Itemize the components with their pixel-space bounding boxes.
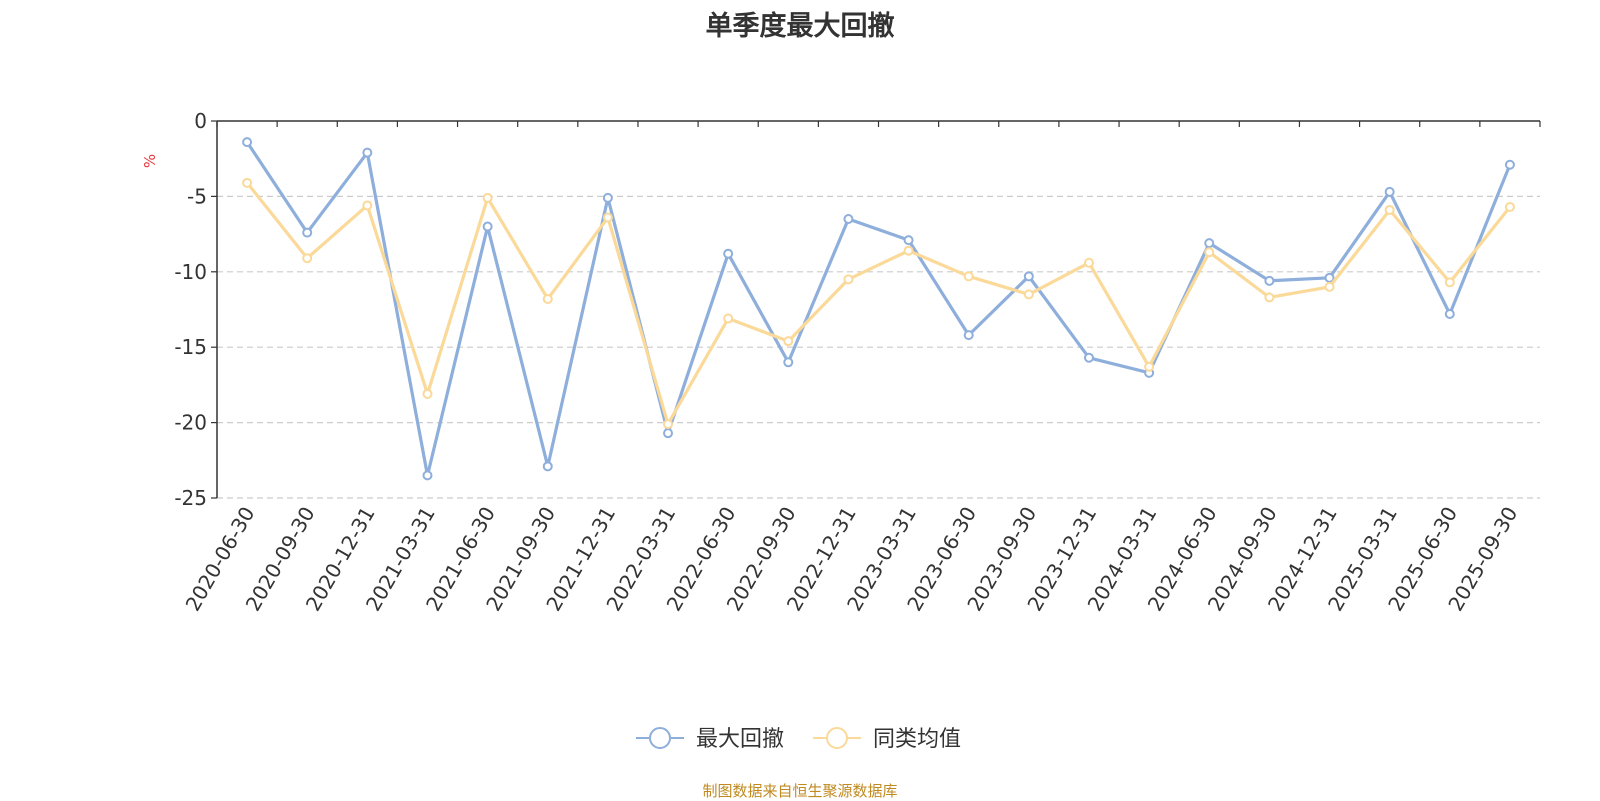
data-point — [1504, 159, 1515, 170]
data-point — [482, 221, 493, 232]
axes — [216, 120, 1540, 498]
y-axis-ticks: 0 -5 -10 -15 -20 -25 — [174, 109, 217, 510]
legend-label: 同类均值 — [873, 727, 961, 752]
line-chart: 0 -5 -10 -15 -20 -25 2020-06-302020-09-302020… — [141, 109, 1541, 752]
data-point — [1264, 292, 1275, 303]
y-tick-label: -15 — [174, 335, 207, 359]
data-point — [422, 388, 433, 399]
data-point — [843, 214, 854, 225]
chart-title: 单季度最大回撤 — [705, 11, 895, 42]
data-point — [362, 147, 373, 158]
data-point — [242, 177, 253, 188]
data-point — [1264, 275, 1275, 286]
data-point — [1204, 247, 1215, 258]
data-point — [903, 235, 914, 246]
data-point — [783, 357, 794, 368]
data-point — [1444, 309, 1455, 320]
data-point — [963, 271, 974, 282]
data-point — [723, 248, 734, 259]
data-point — [723, 313, 734, 324]
data-point — [302, 253, 313, 264]
data-point — [1384, 186, 1395, 197]
data-point — [1144, 361, 1155, 372]
data-point — [1384, 204, 1395, 215]
data-point — [1083, 352, 1094, 363]
data-point — [1504, 201, 1515, 212]
legend[interactable]: 最大回撤 同类均值 — [636, 727, 961, 752]
data-point — [242, 137, 253, 148]
data-point — [1083, 257, 1094, 268]
data-point — [302, 227, 313, 238]
source-note: 制图数据来自恒生聚源数据库 — [702, 782, 898, 800]
series-group — [242, 137, 1515, 481]
y-tick-label: -5 — [187, 184, 207, 208]
data-point — [542, 461, 553, 472]
data-point — [362, 200, 373, 211]
data-point — [663, 428, 674, 439]
legend-circle-icon — [826, 727, 848, 749]
data-point — [663, 419, 674, 430]
data-point — [542, 293, 553, 304]
data-point — [903, 245, 914, 256]
data-point — [1204, 238, 1215, 249]
data-point — [1324, 281, 1335, 292]
series-line — [245, 141, 1512, 477]
x-axis-ticks: 2020-06-302020-09-302020-12-312021-03-31… — [180, 121, 1541, 615]
series-2 — [242, 177, 1515, 430]
data-point — [1023, 289, 1034, 300]
y-tick-label: 0 — [194, 109, 207, 133]
data-point — [602, 192, 613, 203]
data-point — [1324, 272, 1335, 283]
y-axis-label: % — [141, 154, 159, 168]
legend-item-2[interactable]: 同类均值 — [813, 727, 961, 752]
legend-circle-icon — [649, 727, 671, 749]
data-point — [482, 192, 493, 203]
data-point — [602, 212, 613, 223]
y-tick-label: -25 — [174, 486, 207, 510]
data-point — [1444, 277, 1455, 288]
data-point — [783, 336, 794, 347]
legend-item-1[interactable]: 最大回撤 — [636, 727, 784, 752]
series-1 — [242, 137, 1515, 481]
data-point — [963, 330, 974, 341]
series-line — [245, 181, 1512, 426]
data-point — [422, 470, 433, 481]
data-point — [843, 274, 854, 285]
legend-label: 最大回撤 — [696, 727, 784, 752]
y-tick-label: -10 — [174, 260, 207, 284]
data-point — [1023, 271, 1034, 282]
grid-lines — [217, 195, 1540, 499]
y-tick-label: -20 — [174, 411, 207, 435]
